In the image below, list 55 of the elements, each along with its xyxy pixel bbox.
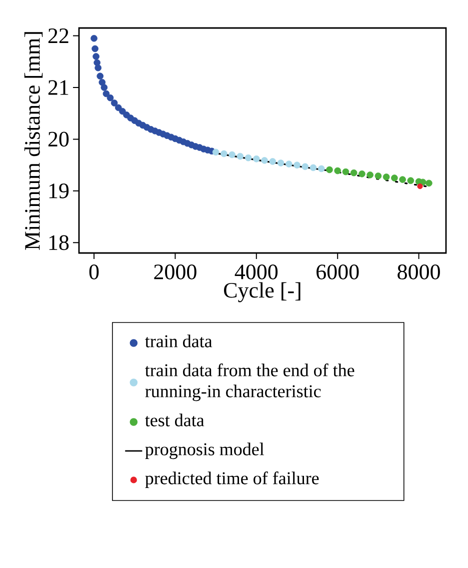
point (96, 72, 104, 80)
legend-label: prognosis model (145, 442, 264, 460)
legend-label: predicted time of failure (145, 472, 319, 488)
point (358, 170, 366, 178)
point (334, 167, 341, 174)
point (382, 174, 390, 180)
point (261, 157, 268, 164)
point (220, 150, 228, 158)
point (417, 183, 423, 190)
point (294, 162, 300, 168)
point (399, 176, 406, 183)
point (391, 174, 398, 182)
point (106, 94, 114, 102)
point (100, 84, 108, 91)
point (212, 148, 220, 156)
point (326, 166, 333, 174)
point (92, 53, 100, 60)
y-tick-label: 18 (49, 235, 69, 250)
y-tick-label: 22 (48, 28, 68, 44)
point (342, 168, 350, 176)
x-tick-label: 2000 (154, 264, 196, 280)
point (366, 172, 374, 178)
point (228, 151, 236, 158)
point (374, 172, 382, 180)
legend-label: test data (145, 414, 204, 426)
point (102, 90, 110, 98)
point (269, 158, 276, 165)
point (285, 160, 292, 168)
x-axis-title: Cycle [-] (224, 282, 300, 302)
point (407, 177, 414, 184)
point (277, 160, 284, 166)
point (92, 45, 98, 52)
point (244, 154, 252, 162)
point (110, 100, 118, 106)
y-axis-title: Minimum distance [mm] (24, 32, 43, 250)
legend-label: train data (145, 334, 212, 348)
y-tick-label: 19 (49, 184, 69, 198)
point (236, 152, 244, 160)
point (318, 165, 325, 172)
point (426, 180, 432, 187)
point (90, 34, 98, 42)
y-tick-label: 20 (48, 132, 69, 147)
point (98, 78, 106, 86)
point (310, 164, 317, 172)
x-tick-label: 4000 (234, 264, 278, 280)
x-tick-label: 0 (89, 264, 99, 280)
point (119, 108, 126, 115)
point (94, 64, 102, 72)
x-tick-label: 6000 (316, 264, 359, 280)
point (253, 155, 260, 162)
y-tick-label: 21 (48, 80, 68, 95)
point (302, 163, 309, 170)
x-tick-label: 8000 (398, 264, 440, 280)
point (350, 169, 358, 176)
legend-label: train data from the end of the running-in characteristic (145, 364, 354, 402)
